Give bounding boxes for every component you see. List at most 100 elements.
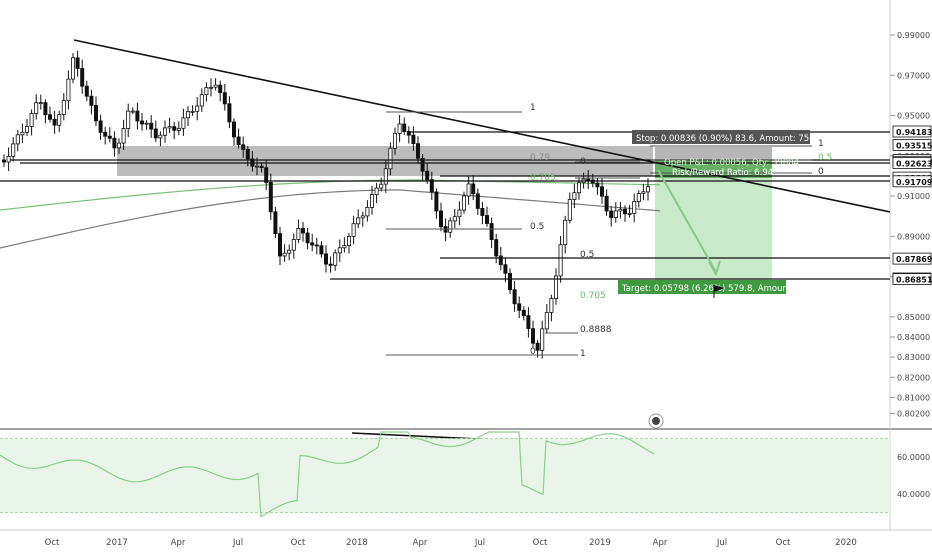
candle[interactable] [567, 192, 572, 224]
candle[interactable] [52, 110, 57, 134]
candle[interactable] [351, 215, 356, 245]
candle[interactable] [61, 93, 66, 121]
candle[interactable] [117, 138, 122, 154]
candle[interactable] [600, 177, 605, 204]
candle[interactable] [15, 129, 20, 152]
candle[interactable] [374, 182, 379, 204]
candle[interactable] [572, 183, 577, 209]
candle[interactable] [89, 89, 94, 115]
candle[interactable] [29, 109, 34, 136]
candle[interactable] [71, 53, 76, 84]
candle[interactable] [236, 128, 241, 149]
candle[interactable] [213, 78, 218, 91]
candle[interactable] [379, 177, 384, 192]
candle[interactable] [507, 268, 512, 295]
candle[interactable] [195, 97, 200, 121]
candle[interactable] [291, 233, 296, 259]
candle[interactable] [153, 120, 158, 142]
candle[interactable] [383, 159, 388, 193]
candle[interactable] [319, 241, 324, 258]
candle[interactable] [103, 126, 108, 145]
candle[interactable] [540, 320, 545, 359]
candle[interactable] [646, 178, 651, 201]
candle[interactable] [415, 136, 420, 164]
candle[interactable] [112, 131, 117, 157]
candle[interactable] [130, 107, 135, 115]
candle[interactable] [636, 190, 641, 208]
candle[interactable] [190, 105, 195, 116]
candle[interactable] [84, 80, 89, 102]
candle[interactable] [342, 237, 347, 253]
candle[interactable] [521, 306, 526, 321]
candle[interactable] [282, 244, 287, 262]
candle[interactable] [6, 147, 11, 171]
candle[interactable] [406, 126, 411, 144]
candle[interactable] [204, 82, 209, 102]
candle[interactable] [434, 188, 439, 219]
candle[interactable] [484, 206, 489, 227]
candle[interactable] [369, 185, 374, 215]
candle[interactable] [627, 204, 632, 218]
candle[interactable] [420, 154, 425, 181]
candle[interactable] [48, 106, 53, 123]
candle[interactable] [480, 201, 485, 225]
candle[interactable] [34, 94, 39, 120]
candle[interactable] [549, 294, 554, 322]
candle[interactable] [360, 211, 365, 227]
candle[interactable] [264, 160, 269, 191]
candle[interactable] [2, 154, 7, 167]
candle[interactable] [489, 217, 494, 249]
candle[interactable] [346, 233, 351, 254]
candle[interactable] [365, 200, 370, 222]
candle[interactable] [57, 110, 62, 133]
candle[interactable] [397, 115, 402, 143]
candle[interactable] [94, 96, 99, 126]
candle[interactable] [452, 208, 457, 229]
candle[interactable] [241, 136, 246, 158]
candle[interactable] [613, 202, 618, 223]
candle[interactable] [544, 304, 549, 333]
candle[interactable] [167, 117, 172, 134]
candle[interactable] [323, 245, 328, 273]
candle[interactable] [222, 83, 227, 111]
candle[interactable] [300, 221, 305, 242]
candle[interactable] [24, 119, 29, 137]
candle[interactable] [310, 233, 315, 252]
candle[interactable] [66, 70, 71, 110]
candle[interactable] [314, 237, 319, 255]
candle[interactable] [461, 191, 466, 214]
candle[interactable] [121, 119, 126, 150]
candle[interactable] [11, 137, 16, 162]
candle[interactable] [144, 120, 149, 130]
candle[interactable] [149, 115, 154, 138]
candle[interactable] [554, 268, 559, 305]
candle[interactable] [632, 193, 637, 223]
moving-average-green[interactable] [0, 179, 661, 211]
candle[interactable] [181, 108, 186, 136]
candle[interactable] [609, 206, 614, 227]
candle[interactable] [388, 142, 393, 176]
candle[interactable] [185, 106, 190, 126]
candle[interactable] [126, 103, 131, 138]
candle[interactable] [402, 117, 407, 135]
candle[interactable] [273, 206, 278, 238]
projection-arrow[interactable] [657, 169, 717, 273]
candle[interactable] [526, 307, 531, 338]
candle[interactable] [438, 202, 443, 232]
candle[interactable] [162, 120, 167, 143]
candle[interactable] [586, 170, 591, 189]
candle[interactable] [558, 235, 563, 283]
candle[interactable] [259, 162, 264, 173]
candle[interactable] [287, 244, 292, 261]
candle[interactable] [517, 296, 522, 319]
replay-icon[interactable] [648, 413, 664, 429]
candle[interactable] [277, 226, 282, 265]
candle[interactable] [158, 131, 163, 147]
candle[interactable] [227, 96, 232, 129]
candle[interactable] [333, 249, 338, 271]
candle[interactable] [563, 215, 568, 254]
trendline-main[interactable] [73, 39, 891, 213]
candle[interactable] [641, 183, 646, 201]
candle[interactable] [20, 123, 25, 144]
candle[interactable] [356, 209, 361, 229]
